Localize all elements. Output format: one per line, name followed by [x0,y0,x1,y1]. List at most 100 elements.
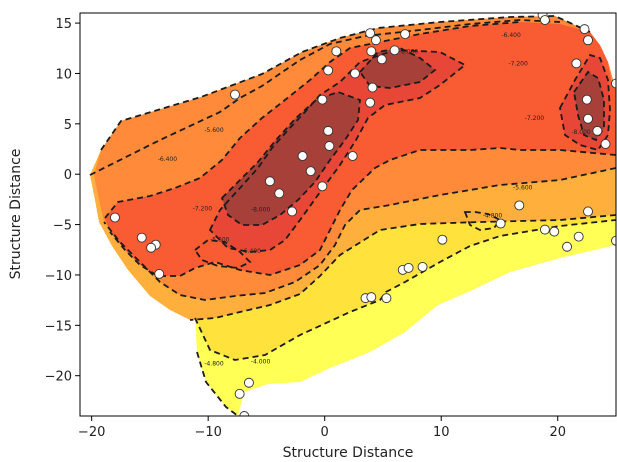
contour-level-label: -7.200 [525,115,545,122]
scatter-point [366,292,377,303]
contour-line-15 [193,239,252,269]
y-axis-label: Structure Distance [8,149,24,280]
scatter-point [573,231,584,242]
contour-line-1 [100,15,591,151]
contour-level-label: -8.000 [399,48,419,55]
scatter-point [389,45,400,56]
y-tick-label: 15 [55,17,72,32]
scatter-point [514,200,525,211]
scatter-point [154,268,165,279]
contour-line-4 [208,49,467,253]
contour-level-label: -8.000 [571,129,591,136]
scatter-point [146,242,157,253]
contour-level-label: -5.600 [204,127,224,134]
scatter-point [244,377,254,388]
contour-band-level-6 [210,50,610,252]
y-tick-label: 5 [64,118,72,133]
contour-level-label: -6.400 [501,32,521,39]
scatter-point [324,141,335,151]
contour-level-label: -4.000 [251,359,271,366]
scatter-point [366,46,377,57]
x-axis-label: Structure Distance [283,445,414,461]
scatter-point [571,58,582,69]
y-tick-label: −5 [53,219,72,234]
scatter-point [110,212,120,223]
scatter-point [365,28,376,39]
scatter-point [287,206,298,217]
scatter-point [371,35,381,46]
scatter-point [317,181,328,192]
data-points [110,13,616,416]
x-axis-ticks: −20 −10 0 10 20 [78,416,566,440]
scatter-point [583,35,593,46]
scatter-point [437,234,448,245]
y-tick-label: −15 [45,319,72,334]
scatter-point [495,218,506,229]
contour-line-13 [196,351,239,416]
scatter-point [403,262,414,273]
contour-line-9 [109,147,616,277]
contour-level-label: -5.600 [210,237,230,244]
scatter-point [323,65,334,76]
plot-frame [79,12,617,417]
y-axis-ticks: −20 −15 −10 −5 0 5 10 15 [45,17,80,385]
contour-labels: -6.400 -7.200 -8.000 -8.000 -7.200 -5.600 -6.4… [158,32,591,367]
scatter-point [549,226,560,237]
scatter-point [562,241,573,252]
contour-line-7 [559,53,611,152]
scatter-point [274,188,285,199]
scatter-point [579,24,590,35]
contour-level-label: -8.000 [251,206,271,213]
scatter-point [376,54,387,65]
y-tick-label: 0 [64,168,72,183]
x-tick-label: 20 [549,425,566,440]
scatter-point [305,166,316,177]
scatter-point [381,293,392,304]
x-tick-label: −10 [194,425,221,440]
scatter-point [611,235,616,246]
scatter-point [539,224,550,235]
contour-level-label: -5.600 [513,184,533,191]
contour-band-level-7 [222,48,604,225]
scatter-point [317,94,328,105]
contour-level-label: -7.200 [193,205,213,212]
contour-level-label: -4.800 [483,213,503,220]
scatter-point [350,68,360,79]
scatter-point [611,78,616,89]
plot-area: -6.400 -7.200 -8.000 -8.000 -7.200 -5.600 -6.4… [89,13,616,416]
contour-line-11 [189,214,616,321]
y-tick-label: 10 [55,67,72,82]
scatter-point [239,411,250,416]
scatter-point [323,125,334,136]
scatter-point [581,94,592,105]
contour-line-5 [220,91,361,226]
scatter-point [400,29,411,40]
scatter-point [583,206,593,217]
scatter-point [583,113,593,124]
x-tick-label: 0 [321,425,329,440]
scatter-point [347,151,358,162]
scatter-point [297,151,308,162]
scatter-point [264,176,275,187]
y-tick-label: −10 [45,269,72,284]
scatter-point [592,125,603,136]
scatter-point [417,261,428,272]
scatter-point [230,89,240,100]
y-tick-label: −20 [45,370,72,385]
contour-level-label: -6.400 [242,248,262,255]
scatter-point [539,15,550,26]
x-tick-label: 10 [433,425,450,440]
scatter-point [365,97,376,108]
contour-level-label: -6.400 [158,156,178,163]
scatter-point [367,82,378,93]
scatter-point [600,139,611,149]
contour-line-10 [103,167,616,301]
scatter-point [331,46,342,57]
x-tick-label: −20 [78,425,105,440]
contour-level-label: -7.200 [508,60,528,67]
contour-level-label: -4.800 [204,361,224,368]
scatter-point [136,232,147,243]
contour-line-2 [89,19,561,176]
scatter-point [234,388,245,399]
